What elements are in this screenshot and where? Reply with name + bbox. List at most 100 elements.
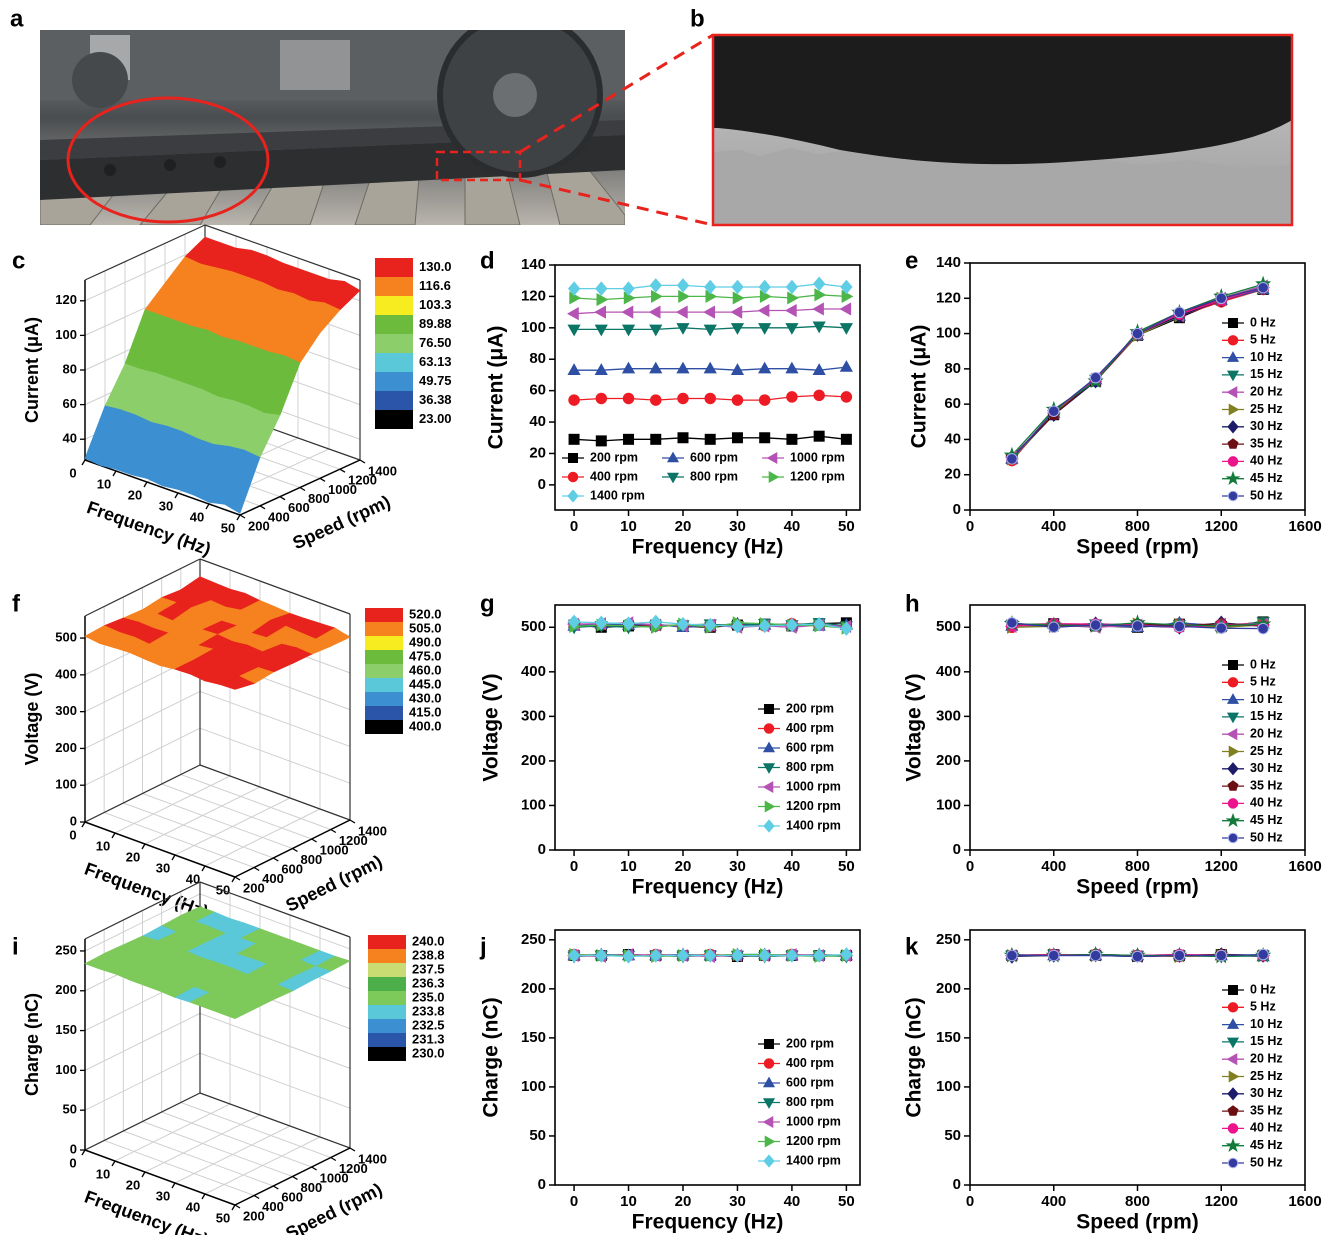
colorbar-label: 240.0 [412, 933, 445, 948]
panel-letter: a [10, 5, 24, 32]
x-tick-label: 40 [784, 518, 801, 535]
x-axis-title: Frequency (Hz) [632, 1211, 784, 1234]
y-tick-label: 150 [521, 1029, 546, 1046]
legend-marker [666, 472, 680, 484]
surface-patch [219, 675, 256, 690]
series-line [1011, 287, 1264, 458]
y-tick-label: 40 [944, 430, 961, 447]
legend-label: 5 Hz [1250, 675, 1276, 689]
legend-label: 40 Hz [1250, 796, 1283, 810]
colorbar-label: 230.0 [412, 1045, 445, 1060]
data-point [1006, 453, 1018, 465]
colorbar-label: 235.0 [412, 989, 445, 1004]
data-point [757, 303, 770, 318]
legend-label: 1000 rpm [786, 779, 841, 793]
legend-label: 30 Hz [1250, 761, 1283, 775]
data-point [651, 289, 663, 304]
x-tick [143, 481, 148, 488]
x-tick [141, 843, 146, 850]
y-tick-label: 250 [521, 931, 546, 948]
y-tick-label: 600 [281, 861, 303, 876]
data-point [1131, 327, 1144, 340]
y-tick [292, 1175, 298, 1181]
data-point [676, 278, 690, 293]
y-tick-label: 800 [301, 852, 323, 867]
y-tick-label: 1400 [358, 1151, 387, 1166]
y-tick [234, 1204, 241, 1209]
data-point [596, 292, 609, 307]
data-point [731, 619, 744, 634]
legend-label: 0 Hz [1250, 982, 1276, 996]
data-point [704, 392, 716, 405]
data-point [785, 948, 799, 963]
y-tick [330, 1156, 337, 1162]
legend-marker [763, 819, 775, 833]
legend-label: 10 Hz [1250, 350, 1283, 364]
x-tick-label: 30 [729, 1193, 746, 1210]
data-point [621, 305, 634, 319]
x-tick-label: 800 [1125, 518, 1150, 535]
data-point [786, 433, 798, 445]
y-tick-label: 50 [529, 1127, 546, 1144]
legend-label: 40 Hz [1250, 1121, 1283, 1135]
colorbar-box [368, 1047, 406, 1061]
x-tick-label: 50 [838, 858, 855, 875]
data-point [1048, 949, 1060, 962]
z-tick-label: 100 [55, 327, 77, 342]
y-tick-label: 140 [521, 256, 546, 273]
x-tick-label: 0 [69, 827, 76, 842]
data-point [840, 391, 853, 403]
y-tick-label: 0 [538, 841, 546, 858]
data-point [622, 281, 635, 296]
y-tick [359, 459, 366, 464]
connector-lines [519, 33, 714, 227]
x-tick [81, 459, 86, 466]
data-point [840, 947, 853, 962]
colorbar-label: 130.0 [419, 259, 452, 274]
x-tick-label: 1200 [1205, 858, 1238, 875]
x-tick-label: 0 [966, 858, 974, 875]
data-point [812, 321, 826, 334]
grid-line [103, 812, 255, 868]
x-tick-label: 0 [570, 858, 578, 875]
legend-label: 800 rpm [690, 469, 738, 483]
legend-marker [1227, 1157, 1239, 1169]
legend-marker [762, 763, 776, 774]
data-point [812, 302, 824, 316]
x-tick-label: 20 [126, 849, 140, 864]
x-tick-label: 1600 [1288, 1193, 1321, 1210]
legend-label: 1400 rpm [786, 1153, 841, 1167]
grid-line [180, 1102, 332, 1158]
y-tick-label: 400 [936, 663, 961, 680]
series-line [1011, 285, 1264, 460]
data-point [813, 276, 826, 292]
data-point [758, 618, 771, 634]
y-tick-label: 0 [953, 501, 961, 518]
panel-letter: j [479, 933, 487, 960]
y-tick [292, 847, 298, 853]
colorbar-label: 236.3 [412, 975, 445, 990]
colorbar-label: 232.5 [412, 1017, 445, 1032]
x-tick-label: 30 [156, 860, 170, 875]
series-line [1011, 287, 1264, 458]
x-tick-label: 20 [126, 1177, 140, 1192]
x-tick-label: 0 [69, 1155, 76, 1170]
data-point [731, 948, 744, 963]
y-tick [259, 505, 266, 510]
y-tick-label: 200 [936, 752, 961, 769]
y-tick-label: 120 [521, 287, 546, 304]
series-line [1011, 287, 1264, 460]
legend-label: 400 rpm [786, 721, 834, 735]
axis-edge [84, 558, 201, 617]
data-point [1215, 292, 1227, 305]
surface-patch [219, 1003, 255, 1020]
colorbar-box [375, 277, 413, 296]
colorbar-box [365, 678, 403, 692]
data-point [814, 288, 827, 302]
legend-label: 35 Hz [1250, 1103, 1283, 1117]
legend-marker [1227, 1123, 1239, 1134]
y-tick-label: 20 [944, 466, 961, 483]
x-tick-label: 20 [675, 1193, 692, 1210]
x-tick-label: 30 [729, 858, 746, 875]
data-point [839, 323, 853, 335]
